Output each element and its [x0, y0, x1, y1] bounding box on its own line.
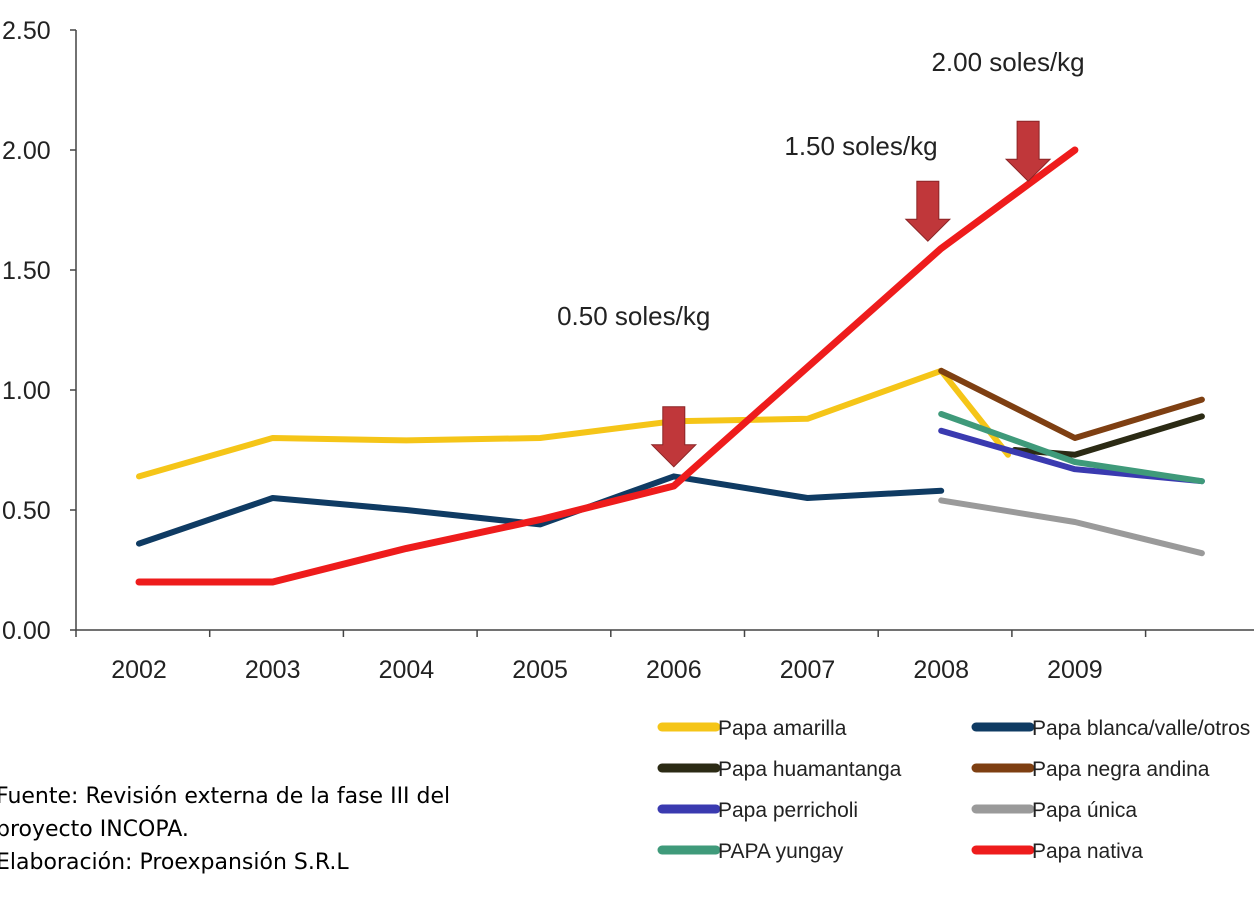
- source-line-2: proyecto INCOPA.: [0, 817, 189, 842]
- series-line-papa-yungay: [938, 411, 1205, 485]
- price-annotation: 0.50 soles/kg: [557, 301, 710, 331]
- legend-label: Papa nativa: [1032, 840, 1143, 863]
- legend: Papa amarilla Papa blanca/valle/otros Papa…: [657, 717, 1250, 863]
- series-line-papa-amarilla: [136, 367, 1011, 480]
- x-tick-label: 2004: [379, 656, 435, 684]
- series-line-papa-negra-andina: [938, 367, 1205, 441]
- y-tick-label: 1.00: [2, 377, 51, 405]
- legend-label: Papa blanca/valle/otros: [1032, 717, 1250, 740]
- source-note: Fuente: Revisión externa de la fase III …: [0, 780, 450, 879]
- y-tick-label: 2.50: [2, 17, 51, 45]
- legend-label: Papa amarilla: [718, 717, 847, 740]
- legend-label: Papa única: [1032, 799, 1137, 822]
- down-arrow-marker: [1004, 120, 1052, 182]
- legend-label: Papa perricholi: [718, 799, 858, 822]
- x-tick-label: 2003: [245, 656, 301, 684]
- series-line-papa-nica: [938, 497, 1205, 557]
- x-tick-label: 2009: [1047, 656, 1103, 684]
- series-layer: [135, 146, 1205, 586]
- chart-axes: 0.00 0.50 1.00 1.50 2.00 2.50 2002 2003 2004 2005…: [2, 17, 1254, 684]
- series-line-papa-huamantanga: [1011, 413, 1205, 458]
- price-annotation: 1.50 soles/kg: [784, 131, 937, 161]
- x-tick-label: 2007: [780, 656, 836, 684]
- series-line-papa-nativa: [135, 146, 1079, 586]
- annotation-layer: 0.50 soles/kg 1.50 soles/kg 2.00 soles/kg: [557, 47, 1085, 331]
- legend-label: Papa huamantanga: [718, 758, 902, 781]
- down-arrow-marker: [650, 406, 698, 468]
- legend-label: Papa negra andina: [1032, 758, 1210, 781]
- y-tick-label: 2.00: [2, 137, 51, 165]
- x-tick-label: 2005: [512, 656, 568, 684]
- y-tick-label: 1.50: [2, 257, 51, 285]
- legend-label: PAPA yungay: [718, 840, 844, 863]
- series-line-papa-blanca-valle-otros: [136, 473, 945, 547]
- x-tick-label: 2002: [111, 656, 167, 684]
- x-tick-label: 2006: [646, 656, 702, 684]
- x-tick-label: 2008: [913, 656, 969, 684]
- price-annotation: 2.00 soles/kg: [931, 47, 1084, 77]
- arrow-layer: [650, 120, 1052, 468]
- down-arrow-marker: [904, 180, 952, 242]
- y-tick-label: 0.00: [2, 617, 51, 645]
- y-tick-label: 0.50: [2, 497, 51, 525]
- source-line-3: Elaboración: Proexpansión S.R.L: [0, 850, 349, 875]
- source-line-1: Fuente: Revisión externa de la fase III …: [0, 784, 451, 809]
